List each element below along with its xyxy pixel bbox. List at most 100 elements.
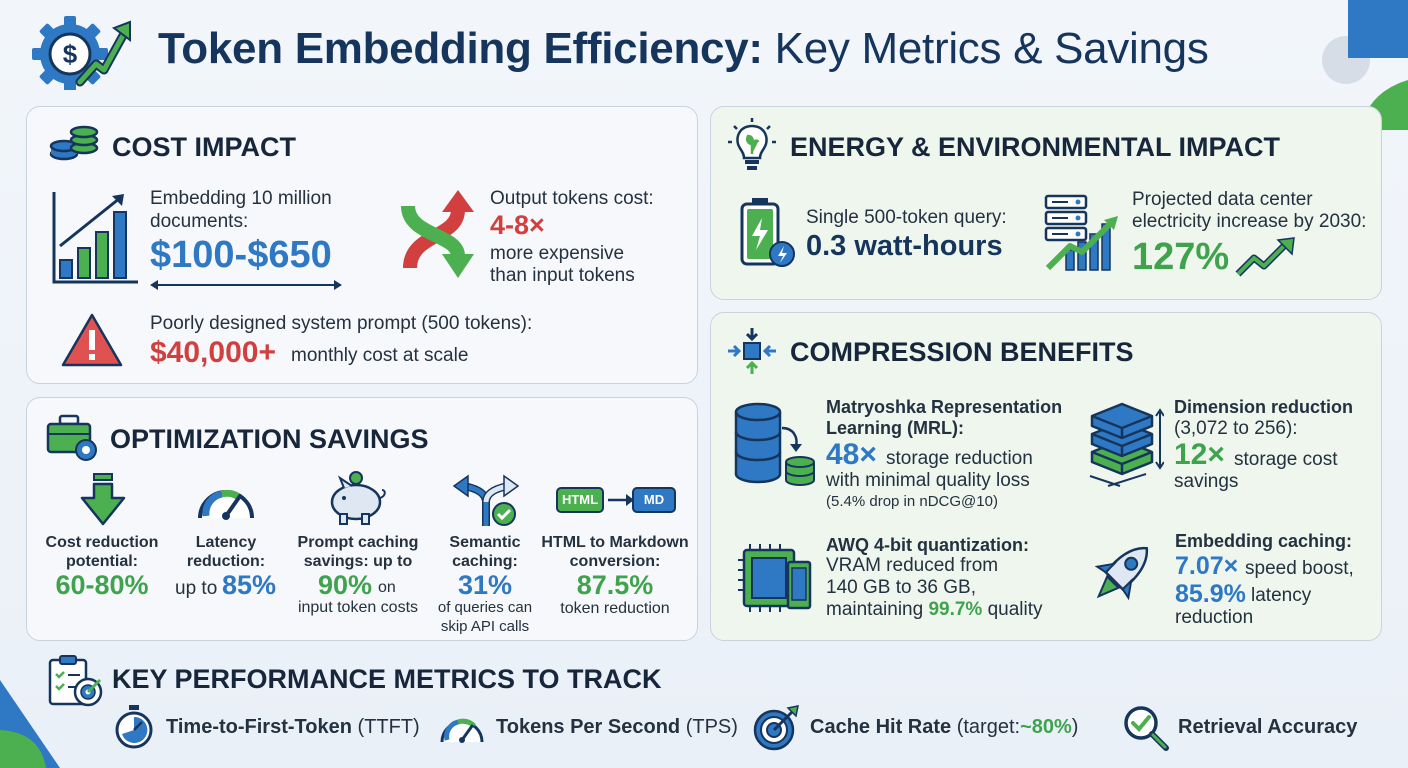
html-tag-badge: HTML xyxy=(556,487,604,513)
kpi-cache-value: ~80% xyxy=(1020,716,1072,738)
database-shrink-icon xyxy=(734,402,815,486)
opt-prompt-label-line2: savings: up to xyxy=(303,553,413,570)
opt-cost-label-line1: Cost reduction xyxy=(45,534,159,551)
crossing-arrows-icon xyxy=(401,190,474,278)
opt-latency-label-line1: Latency xyxy=(195,534,257,551)
opt-markdown-label-line2: conversion: xyxy=(569,553,661,570)
opt-markdown-label-line1: HTML to Markdown xyxy=(541,534,689,551)
mrl-value: 48× xyxy=(826,438,877,471)
opt-markdown-desc: token reduction xyxy=(560,600,670,617)
magnifier-check-icon xyxy=(1124,706,1169,751)
opt-semantic-desc-line2: skip API calls xyxy=(440,618,530,635)
page-title-light: Key Metrics & Savings xyxy=(774,24,1209,73)
server-growth-icon xyxy=(1044,194,1118,271)
compress-arrows-icon xyxy=(728,328,776,374)
coins-icon xyxy=(49,125,99,161)
kpi-retrieval: Retrieval Accuracy xyxy=(1178,716,1358,738)
clipboard-target-icon xyxy=(48,655,103,707)
cache-title: Embedding caching: xyxy=(1175,531,1353,551)
down-arrow-icon xyxy=(80,473,126,526)
output-cost-desc-line2: than input tokens xyxy=(490,265,635,286)
target-icon xyxy=(753,705,799,751)
awq-desc-line3: maintaining 99.7% quality xyxy=(826,599,1043,621)
fork-check-icon xyxy=(452,474,520,526)
opt-cost-label-line2: potential: xyxy=(66,553,138,570)
cache-speed-value: 7.07× xyxy=(1175,552,1239,580)
prompt-cost-label: Poorly designed system prompt (500 token… xyxy=(150,313,533,334)
query-energy-label: Single 500-token query: xyxy=(806,207,1007,228)
datacenter-value: 127% xyxy=(1132,236,1230,278)
dim-value: 12× xyxy=(1174,438,1225,471)
compression-heading: COMPRESSION BENEFITS xyxy=(790,337,1134,367)
dim-sub: (3,072 to 256): xyxy=(1174,418,1298,439)
speedometer-icon xyxy=(198,489,254,520)
dim-desc-line1: storage cost xyxy=(1234,449,1338,470)
dim-desc-line2: savings xyxy=(1174,471,1239,492)
kpi-cache-close: ) xyxy=(1071,716,1079,738)
output-cost-value: 4-8× xyxy=(490,210,545,240)
opt-semantic-label-line2: caching: xyxy=(452,553,518,570)
toolbox-gear-icon xyxy=(46,414,97,461)
kpi-tps-bold: Tokens Per Second xyxy=(496,716,681,738)
opt-markdown-value: 87.5% xyxy=(576,570,654,600)
piggy-bank-icon xyxy=(330,471,386,525)
mrl-title-line1: Matryoshka Representation xyxy=(826,397,1063,417)
energy-heading: ENERGY & ENVIRONMENTAL IMPACT xyxy=(790,132,1281,162)
kpi-tps-rest: (TPS) xyxy=(685,716,738,738)
embed-label-line1: Embedding 10 million xyxy=(150,188,332,209)
mrl-desc-line1: storage reduction xyxy=(886,448,1033,469)
embed-label-line2: documents: xyxy=(150,211,249,232)
gauge-icon xyxy=(440,718,484,743)
kpi-ttft-rest: (TTFT) xyxy=(357,716,420,738)
datacenter-label-line2: electricity increase by 2030: xyxy=(1132,211,1367,232)
awq-desc-pre: maintaining xyxy=(826,599,924,620)
query-energy-value: 0.3 watt-hours xyxy=(806,230,1003,262)
cache-speed-desc: speed boost, xyxy=(1245,558,1354,579)
trend-up-arrow-icon xyxy=(1235,237,1295,277)
opt-latency-value: 85% xyxy=(222,570,277,600)
opt-semantic-label-line1: Semantic xyxy=(449,534,521,551)
awq-desc-line2: 140 GB to 36 GB, xyxy=(826,577,976,598)
awq-desc-line1: VRAM reduced from xyxy=(826,555,999,576)
md-tag-badge: MD xyxy=(632,487,676,513)
kpi-ttft-bold: Time-to-First-Token xyxy=(166,716,352,738)
opt-latency-prefix: up to xyxy=(175,578,218,599)
right-arrow-icon xyxy=(608,494,634,506)
rocket-icon xyxy=(1094,546,1149,601)
mrl-title-line2: Learning (MRL): xyxy=(826,418,964,438)
cache-latency-desc-line1: latency xyxy=(1251,585,1312,606)
warning-icon xyxy=(61,313,123,367)
awq-title: AWQ 4-bit quantization: xyxy=(826,535,1029,555)
page-title-bold: Token Embedding Efficiency: xyxy=(158,24,763,73)
prompt-cost-desc: monthly cost at scale xyxy=(291,345,469,366)
optimization-heading: OPTIMIZATION SAVINGS xyxy=(110,424,429,454)
opt-semantic-value: 31% xyxy=(457,570,513,600)
embed-cost-value: $100-$650 xyxy=(150,234,332,276)
kpi-cache-bold: Cache Hit Rate xyxy=(810,716,952,738)
datacenter-label-line1: Projected data center xyxy=(1132,189,1313,210)
output-cost-desc-line1: more expensive xyxy=(490,243,625,264)
opt-latency-label-line2: reduction: xyxy=(186,553,266,570)
prompt-cost-value: $40,000+ xyxy=(150,336,276,369)
awq-quality-value: 99.7% xyxy=(928,599,983,620)
range-arrow-icon xyxy=(150,280,342,290)
mrl-desc-line2: with minimal quality loss xyxy=(826,470,1030,491)
gear-dollar-growth-icon: $ xyxy=(32,16,131,90)
kpi-cache-hit: Cache Hit Rate (target:~80%) xyxy=(810,716,1078,739)
corner-decoration-bottom-left xyxy=(0,680,60,768)
opt-prompt-value: 90% xyxy=(318,570,373,600)
kpi-ttft: Time-to-First-Token (TTFT) xyxy=(166,716,420,739)
kpi-tps: Tokens Per Second (TPS) xyxy=(496,716,738,739)
cache-latency-value: 85.9% xyxy=(1175,580,1246,608)
opt-prompt-suffix: on xyxy=(378,579,396,596)
mrl-note: (5.4% drop in nDCG@10) xyxy=(826,493,998,510)
svg-text:$: $ xyxy=(63,39,78,69)
opt-semantic-desc-line1: of queries can xyxy=(437,599,533,616)
dim-title: Dimension reduction xyxy=(1174,397,1354,417)
page-title: Token Embedding Efficiency: Key Metrics … xyxy=(158,24,1209,74)
awq-desc-post: quality xyxy=(987,599,1043,620)
opt-prompt-desc: input token costs xyxy=(297,599,419,616)
opt-cost-value: 60-80% xyxy=(55,570,149,600)
gpu-chip-icon xyxy=(738,544,812,612)
stopwatch-icon xyxy=(115,705,153,749)
